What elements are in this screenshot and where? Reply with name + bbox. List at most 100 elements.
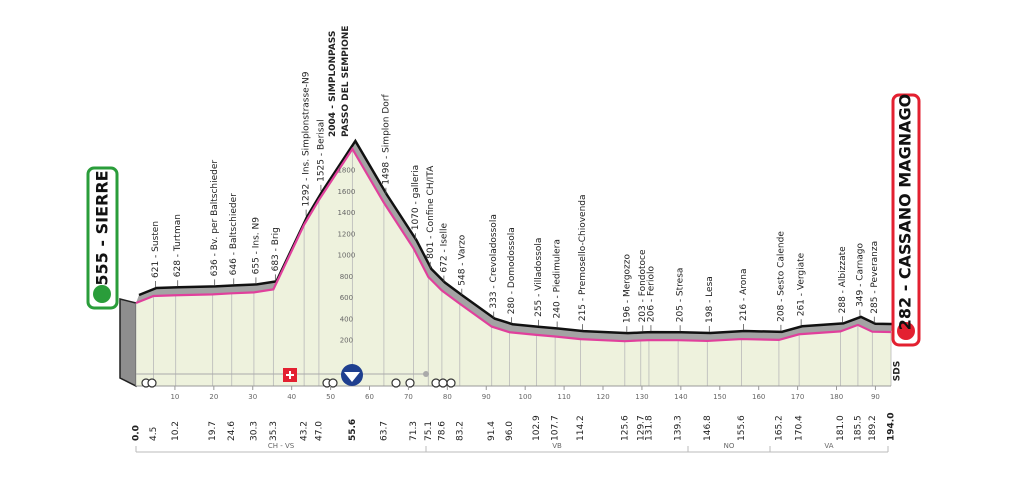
- km-label: 102.9: [532, 415, 542, 441]
- km-label: 170.4: [795, 415, 805, 441]
- place-label: 240 - Piedimulera: [553, 239, 563, 318]
- km-label: 185.5: [853, 415, 863, 441]
- place-label: 215 - Premosello-Chiovenda: [578, 194, 588, 321]
- profile-area: [136, 148, 891, 386]
- place-label: 206 - Feriolo: [646, 266, 656, 323]
- region-bracket: [135, 446, 889, 453]
- x-tick-label: 100: [518, 393, 531, 401]
- marker: [438, 378, 448, 388]
- km-label: 75.1: [424, 421, 434, 441]
- y-tick-label: 1600: [337, 188, 355, 196]
- place-label: 285 - Peveranza: [870, 241, 880, 314]
- km-label: 55.6: [348, 419, 358, 441]
- region-label: CH - VS: [268, 442, 295, 450]
- km-label: 83.2: [455, 421, 465, 441]
- place-label: 255 - Villadossola: [534, 238, 544, 317]
- x-tick-label: 110: [557, 393, 570, 401]
- km-label: 107.7: [551, 415, 561, 441]
- x-tick-label: 150: [713, 393, 726, 401]
- profile-ridge: [138, 138, 895, 335]
- x-tick-label: 30: [248, 393, 257, 401]
- place-label: 349 - Carnago: [855, 242, 865, 306]
- x-tick-label: 20: [209, 393, 218, 401]
- x-tick-label: 50: [326, 393, 335, 401]
- x-tick-label: 40: [287, 393, 296, 401]
- km-label: 4.5: [149, 427, 159, 441]
- x-tick-label: 180: [830, 393, 843, 401]
- y-tick-label: 400: [340, 315, 353, 323]
- y-tick-label: 1000: [337, 252, 355, 260]
- marker: [328, 378, 338, 388]
- x-tick-label: 90: [871, 393, 880, 401]
- km-label: 78.6: [437, 421, 447, 441]
- start-label: 555 - SIERRE: [93, 170, 112, 285]
- place-label: 280 - Domodossola: [507, 227, 517, 314]
- x-tick-label: 70: [404, 393, 413, 401]
- place-label: 208 - Sesto Calende: [776, 231, 786, 322]
- place-label: 203 - Fondotoce: [638, 249, 648, 322]
- km-label: 139.3: [674, 415, 684, 441]
- y-tick-label: 1400: [337, 209, 355, 217]
- x-tick-label: 160: [752, 393, 765, 401]
- km-label: 24.6: [227, 421, 237, 441]
- profile-line: [135, 146, 892, 343]
- y-tick-label: 200: [340, 337, 353, 345]
- place-label: 333 - Crevoladossola: [489, 214, 499, 308]
- place-label: 1070 - galleria: [411, 165, 421, 230]
- markers: [141, 378, 456, 388]
- marker: [446, 378, 456, 388]
- place-label: 801 - Confine CH/ITA: [426, 165, 436, 259]
- x-tick-label: 90: [482, 393, 491, 401]
- marker: [405, 378, 415, 388]
- km-label: 146.8: [703, 415, 713, 441]
- x-tick-label: 80: [443, 393, 452, 401]
- place-label: 636 - Bv. per Baltschieder: [210, 160, 220, 277]
- y-tick-label: 800: [340, 273, 353, 281]
- finish-note: SDS: [893, 361, 903, 381]
- place-label: 655 - Ins. N9: [251, 217, 261, 275]
- profile-layer: [119, 138, 895, 388]
- finish-icon: [897, 322, 915, 340]
- start-box: [86, 166, 119, 310]
- start-icon: [93, 285, 111, 303]
- x-tick-label: 130: [635, 393, 648, 401]
- place-label: 548 - Varzo: [457, 234, 467, 286]
- x-tick-label: 140: [674, 393, 687, 401]
- place-label: 216 - Arona: [739, 268, 749, 321]
- place-label: 646 - Baltschieder: [229, 193, 239, 275]
- place-label: 1498 - Simplon Dorf: [381, 93, 391, 184]
- summit-label: 2004 - SIMPLONPASS: [328, 31, 338, 137]
- x-tick-label: 120: [596, 393, 609, 401]
- finish-box: [891, 93, 921, 347]
- place-label: 1525 - Berisal: [316, 119, 326, 182]
- km-label: 35.3: [269, 421, 279, 441]
- km-label: 96.0: [505, 421, 515, 441]
- y-tick-label: 1800: [337, 167, 355, 175]
- place-label: 205 - Stresa: [676, 268, 686, 323]
- y-tick-label: 1200: [337, 230, 355, 238]
- place-label: 288 - Albizzate: [838, 246, 848, 314]
- km-label: 194.0: [887, 413, 897, 441]
- km-label: 125.6: [620, 415, 630, 441]
- km-label: 47.0: [314, 421, 324, 441]
- km-label: 91.4: [487, 421, 497, 441]
- place-label: 198 - Lesa: [705, 276, 715, 323]
- region-label: VA: [824, 442, 833, 450]
- x-tick-label: 60: [365, 393, 374, 401]
- km-label: 63.7: [379, 421, 389, 441]
- finish-label: 282 - CASSANO MAGNAGO: [896, 94, 915, 331]
- km-label: 155.6: [737, 415, 747, 441]
- feed-cross: [286, 371, 294, 379]
- place-label: 628 - Turtman: [173, 214, 183, 277]
- y-tick-label: 600: [340, 294, 353, 302]
- x-tick-label: 10: [170, 393, 179, 401]
- km-label: 189.2: [868, 415, 878, 441]
- marker: [147, 378, 157, 388]
- kom-shield: [344, 372, 360, 382]
- km-label: 43.2: [300, 421, 310, 441]
- place-label: 196 - Mergozzo: [622, 254, 632, 324]
- region-label: VB: [552, 442, 562, 450]
- place-label: 672 - Iselle: [439, 223, 449, 273]
- region-label: NO: [724, 442, 735, 450]
